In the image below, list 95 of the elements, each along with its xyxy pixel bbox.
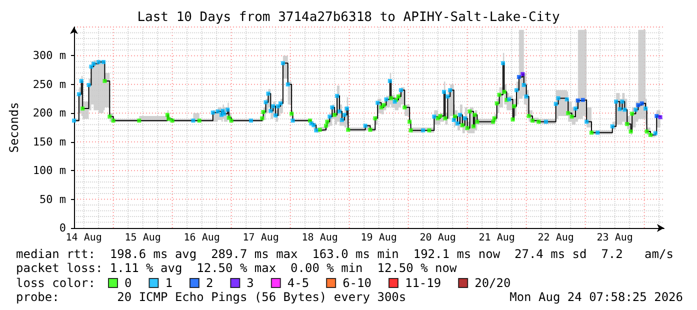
x-tick-label: 18 Aug <box>302 232 338 244</box>
point <box>502 90 506 94</box>
point <box>644 130 649 134</box>
x-tick-label: 15 Aug <box>124 232 161 244</box>
text: probe: 20 ICMP Echo Pings (56 Bytes) every 300s <box>16 290 406 304</box>
point <box>576 98 580 103</box>
legend-label: 4-5 <box>287 276 310 290</box>
legend-label: 6-10 <box>342 276 372 290</box>
point <box>460 123 464 128</box>
point <box>325 120 330 124</box>
legend-title: loss color: <box>16 276 96 290</box>
point <box>640 101 644 106</box>
text: median rtt: 198.6 ms avg 289.7 ms max 163.0 ms min 192.1 ms now 27.4 ms sd 7.2 am/s <box>16 247 674 261</box>
point <box>497 92 502 97</box>
point <box>332 112 337 117</box>
x-tick-label: 16 Aug <box>184 232 220 244</box>
point <box>530 118 534 123</box>
legend-label: 11-19 <box>404 276 442 290</box>
point <box>516 74 521 79</box>
point <box>408 120 412 124</box>
point <box>648 132 652 137</box>
point <box>512 104 516 108</box>
point <box>318 128 322 132</box>
y-tick-label: 100 m <box>32 164 66 178</box>
point <box>402 105 407 110</box>
point <box>625 122 630 126</box>
point <box>137 118 142 123</box>
x-tick-label: 23 Aug <box>596 232 633 244</box>
point <box>108 114 112 119</box>
point <box>465 126 470 130</box>
point <box>229 118 234 123</box>
point <box>226 116 231 120</box>
point <box>492 116 496 120</box>
point <box>520 72 525 76</box>
x-tick-label: 22 Aug <box>538 232 574 244</box>
point <box>630 112 634 116</box>
point <box>166 116 171 121</box>
point <box>427 128 432 132</box>
point <box>658 115 662 120</box>
text: Mon Aug 24 07:58:25 2026 <box>510 290 683 304</box>
point <box>636 103 640 108</box>
point <box>526 114 531 118</box>
point <box>396 94 400 98</box>
point <box>453 114 458 119</box>
point <box>102 78 107 83</box>
y-tick-label: 300 m <box>32 49 66 62</box>
point <box>654 114 659 118</box>
point <box>111 118 116 123</box>
legend-label: 2 <box>206 276 214 290</box>
point <box>536 120 541 124</box>
chart-title: Last 10 Days from 3714a27b6318 to APIHY-Salt-Lake-City <box>137 10 560 25</box>
point <box>408 128 413 132</box>
point <box>197 118 202 123</box>
point <box>261 110 266 114</box>
point <box>570 114 574 119</box>
point <box>566 111 570 116</box>
point <box>324 124 328 128</box>
legend-label: 20/20 <box>474 276 511 290</box>
point <box>494 101 499 106</box>
x-tick-label: 14 Aug <box>66 232 102 244</box>
point <box>290 112 294 116</box>
point <box>346 128 350 132</box>
x-tick-label: 20 Aug <box>420 232 456 244</box>
point <box>475 120 480 124</box>
y-tick-label: 150 m <box>32 135 66 148</box>
legend-label: 1 <box>165 276 172 290</box>
point <box>491 120 496 124</box>
point <box>382 103 386 108</box>
point <box>472 112 477 117</box>
point <box>628 130 633 134</box>
point <box>260 116 264 120</box>
point <box>580 98 585 102</box>
y-axis-title: Seconds <box>7 102 21 153</box>
legend-label: 0 <box>124 276 132 290</box>
point <box>389 96 394 100</box>
x-tick-label: 17 Aug <box>242 232 279 244</box>
point <box>165 112 170 117</box>
point <box>443 116 448 120</box>
point <box>438 114 442 118</box>
point <box>80 106 85 111</box>
x-tick-label: 21 Aug <box>478 232 515 244</box>
y-tick-label: 0 <box>59 222 66 234</box>
y-tick-label: 250 m <box>32 78 66 91</box>
point <box>373 116 378 120</box>
y-tick-label: 200 m <box>32 106 66 120</box>
x-tick-label: 19 Aug <box>360 232 397 244</box>
point <box>471 124 476 128</box>
point <box>468 109 472 114</box>
point <box>368 128 372 132</box>
legend-label: 3 <box>246 276 254 290</box>
point <box>170 118 174 123</box>
point <box>510 117 515 122</box>
y-tick-label: 50 m <box>40 192 66 206</box>
point <box>589 130 594 135</box>
text: packet loss: 1.11 % avg 12.50 % max 0.00 % min 12.50 % now <box>16 261 458 275</box>
